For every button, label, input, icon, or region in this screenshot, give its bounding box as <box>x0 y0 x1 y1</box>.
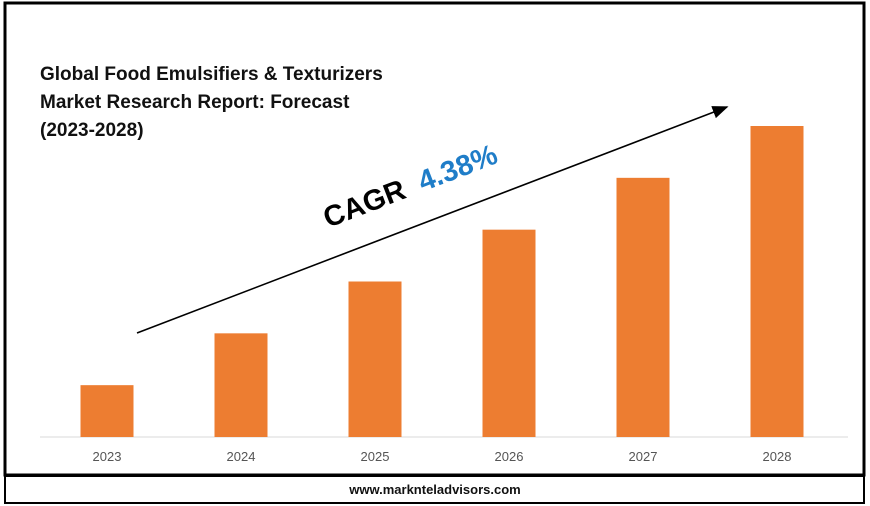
bar-2023 <box>80 385 134 437</box>
x-tick-label-2027: 2027 <box>629 449 658 464</box>
x-tick-label-2028: 2028 <box>763 449 792 464</box>
bar-2026 <box>482 229 536 437</box>
bar-2025 <box>348 281 402 437</box>
x-tick-label-2024: 2024 <box>227 449 256 464</box>
growth-arrow <box>136 106 729 334</box>
bar-2027 <box>616 177 670 438</box>
x-tick-label-2025: 2025 <box>361 449 390 464</box>
chart-title-line-3: (2023-2028) <box>40 120 144 141</box>
chart-title-line-2: Market Research Report: Forecast <box>40 92 350 113</box>
x-tick-label-2023: 2023 <box>93 449 122 464</box>
x-tick-label-2026: 2026 <box>495 449 524 464</box>
footer-box <box>4 475 865 504</box>
bar-2024 <box>214 333 268 437</box>
chart-title-line-1: Global Food Emulsifiers & Texturizers <box>40 64 383 85</box>
chart-frame <box>3 1 866 477</box>
bar-2028 <box>750 126 804 437</box>
footer-url: www.marknteladvisors.com <box>348 482 520 497</box>
